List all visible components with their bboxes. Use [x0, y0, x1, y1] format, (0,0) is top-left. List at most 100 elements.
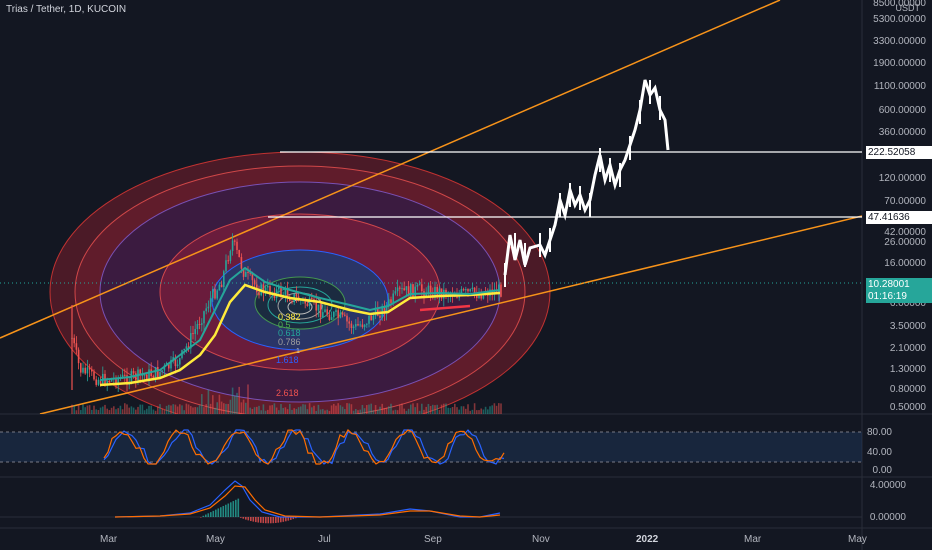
volume-bar: [390, 403, 392, 414]
volume-bar: [264, 410, 267, 414]
candle-body: [286, 289, 289, 299]
volume-bar: [73, 405, 75, 414]
volume-bar: [119, 405, 122, 414]
candle-body: [315, 301, 317, 311]
volume-bar: [93, 405, 95, 414]
candle-body: [337, 310, 339, 318]
macd-bar: [280, 517, 282, 523]
candle-body: [203, 311, 205, 324]
oscillator-tick: 80.00: [866, 427, 892, 438]
volume-bar: [234, 395, 236, 414]
candle-body: [278, 286, 280, 290]
macd-bar: [220, 507, 222, 517]
volume-bar: [80, 410, 82, 414]
volume-bar: [434, 405, 436, 414]
candle-body: [418, 284, 421, 286]
volume-bar: [284, 407, 287, 414]
candle-body: [223, 271, 225, 288]
candle-body: [333, 311, 335, 318]
macd-bar: [242, 517, 245, 519]
price-tick: 6.00000: [889, 298, 926, 309]
volume-bar: [267, 409, 269, 414]
volume-bar: [139, 404, 141, 414]
volume-bar: [146, 408, 148, 414]
macd-bar: [225, 504, 227, 517]
macd-bar: [227, 503, 230, 517]
candle-body: [152, 376, 155, 378]
candle-body: [192, 333, 194, 335]
upper-trendline[interactable]: [0, 0, 781, 339]
candle-body: [361, 324, 364, 327]
candle-body: [401, 288, 403, 290]
volume-bar: [223, 403, 225, 414]
volume-bar: [324, 410, 326, 414]
macd-bar: [240, 517, 242, 518]
volume-bar: [106, 408, 108, 414]
macd-bar: [275, 517, 277, 523]
candle-body: [251, 273, 254, 281]
volume-bar: [172, 404, 174, 414]
candle-body: [161, 370, 163, 372]
projection-bars: [504, 80, 661, 287]
volume-bar: [333, 403, 335, 414]
macd-bar: [237, 498, 240, 517]
volume-bar: [348, 403, 350, 414]
candle-body: [269, 286, 271, 296]
volume-bar: [454, 403, 456, 414]
candle-body: [218, 284, 221, 291]
price-tick: 600.00000: [878, 105, 926, 116]
candle-body: [84, 367, 86, 374]
volume-bar: [346, 403, 348, 414]
price-tag[interactable]: 222.52058: [866, 146, 932, 159]
volume-bar: [168, 404, 170, 414]
volume-bar: [436, 404, 438, 414]
price-tag[interactable]: 47.41636: [866, 211, 932, 224]
macd-bar: [247, 517, 250, 521]
volume-bar: [322, 409, 324, 414]
candle-body: [106, 380, 108, 386]
candle-body: [317, 304, 320, 311]
volume-bar: [126, 404, 128, 414]
volume-bar: [489, 406, 491, 414]
price-tick: 1100.00000: [873, 81, 926, 92]
stoch-d-line: [103, 429, 505, 465]
candle-body: [324, 309, 326, 313]
volume-bar: [377, 409, 379, 414]
volume-bar: [458, 409, 460, 414]
macd-bar: [205, 514, 207, 517]
volume-bar: [212, 395, 214, 414]
candle-body: [170, 359, 172, 369]
volume-bar: [500, 403, 502, 414]
volume-bar: [128, 407, 130, 414]
ema-fast-line: [99, 266, 501, 381]
candle-body: [174, 357, 177, 367]
volume-bar: [115, 409, 117, 414]
macd-bar: [267, 517, 270, 524]
volume-bar: [438, 409, 441, 414]
volume-bar: [372, 410, 375, 414]
candle-body: [190, 333, 192, 349]
candle-body: [429, 285, 432, 295]
volume-bar: [487, 409, 489, 414]
candle-body: [238, 249, 240, 258]
red-segment[interactable]: [419, 304, 471, 312]
macd-bar: [255, 517, 257, 523]
candle-body: [388, 299, 390, 306]
macd-bar: [252, 517, 255, 522]
candle-body: [341, 312, 344, 315]
volume-bar: [205, 404, 207, 414]
candle-body: [390, 299, 392, 303]
candle-body: [124, 374, 126, 376]
volume-bar: [185, 403, 188, 414]
candle-body: [97, 379, 100, 385]
volume-bar: [99, 407, 102, 414]
candle-body: [93, 371, 95, 380]
volume-bar: [465, 408, 467, 414]
macd-bar: [260, 517, 262, 523]
candle-body: [392, 293, 394, 303]
fib-label: 2.618: [276, 388, 299, 398]
volume-bar: [293, 408, 295, 414]
lower-trendline[interactable]: [39, 215, 862, 414]
candle-body: [236, 241, 238, 250]
